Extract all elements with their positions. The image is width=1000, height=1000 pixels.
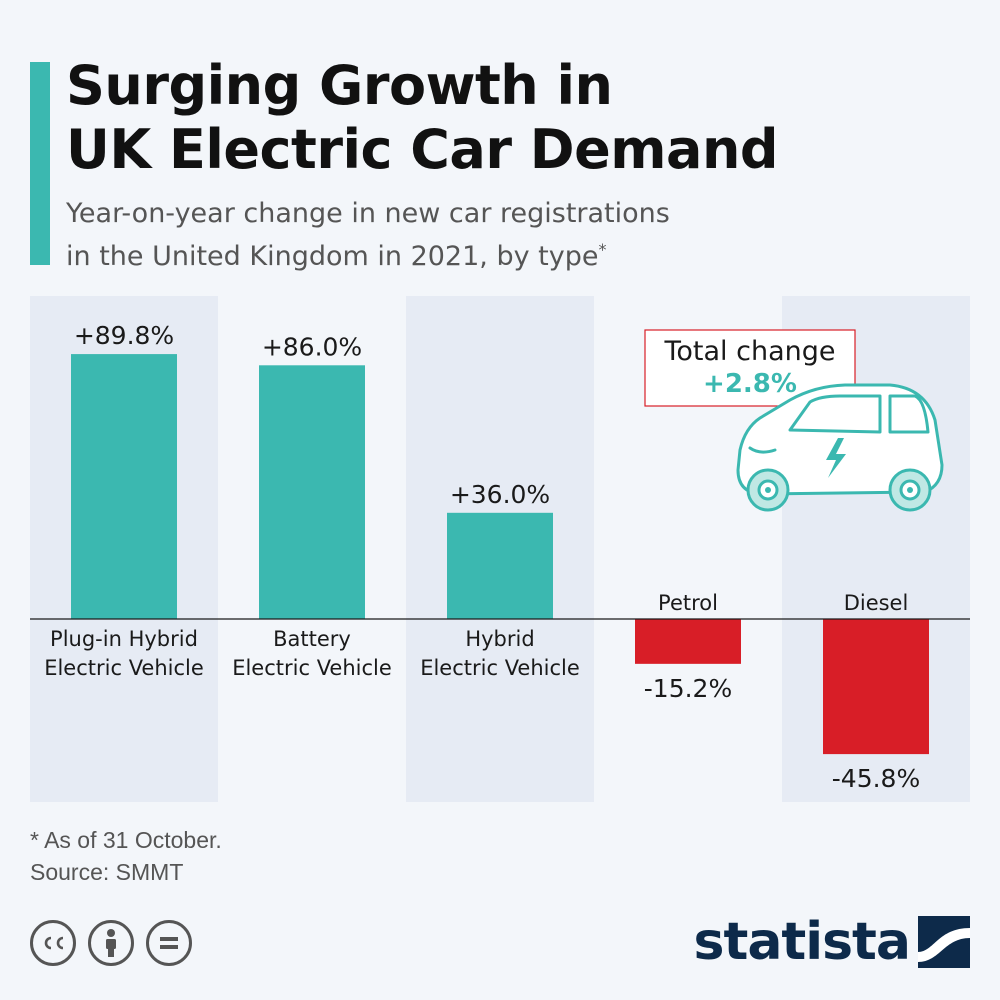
title-line-2: UK Electric Car Demand [66,118,779,181]
footnote-note: * As of 31 October. [30,827,222,853]
source-label: Source: SMMT [30,859,184,885]
subtitle: Year-on-year change in new car registrat… [66,196,966,275]
category-label: Hybrid [465,627,534,651]
statista-logo[interactable]: statista [694,912,970,972]
category-label: Diesel [844,591,909,615]
brand-name: statista [693,912,911,972]
bar-value-label: +86.0% [262,332,362,361]
license-icons [30,920,192,966]
subtitle-footnote-mark: * [598,240,607,259]
cc-icon[interactable] [30,920,76,966]
attribution-icon[interactable] [88,920,134,966]
title-accent-bar [30,62,50,265]
title-line-1: Surging Growth in [66,54,613,117]
bar [823,619,929,755]
electric-car-icon [736,383,944,512]
footnote: * As of 31 October. Source: SMMT [30,824,222,888]
bar [71,354,177,619]
bar [635,619,741,664]
total-change-label: Total change [663,336,835,367]
category-label: Battery [273,627,351,651]
bar [259,365,365,619]
bar [447,512,553,619]
subtitle-line-2: in the United Kingdom in 2021, by type* [66,240,607,272]
bar-value-label: +36.0% [450,480,550,509]
bar-value-label: +89.8% [74,321,174,350]
page-title: Surging Growth in UK Electric Car Demand [66,54,966,182]
category-label: Electric Vehicle [232,656,392,680]
category-label: Petrol [658,591,718,615]
bar-value-label: -45.8% [832,764,920,793]
statista-mark-icon [918,916,970,968]
subtitle-line-1: Year-on-year change in new car registrat… [66,198,670,229]
bar-value-label: -15.2% [644,674,732,703]
total-change-value: +2.8% [703,369,797,399]
category-label: Plug-in Hybrid [50,627,198,651]
category-label: Electric Vehicle [44,656,204,680]
no-derivatives-icon[interactable] [146,920,192,966]
category-label: Electric Vehicle [420,656,580,680]
